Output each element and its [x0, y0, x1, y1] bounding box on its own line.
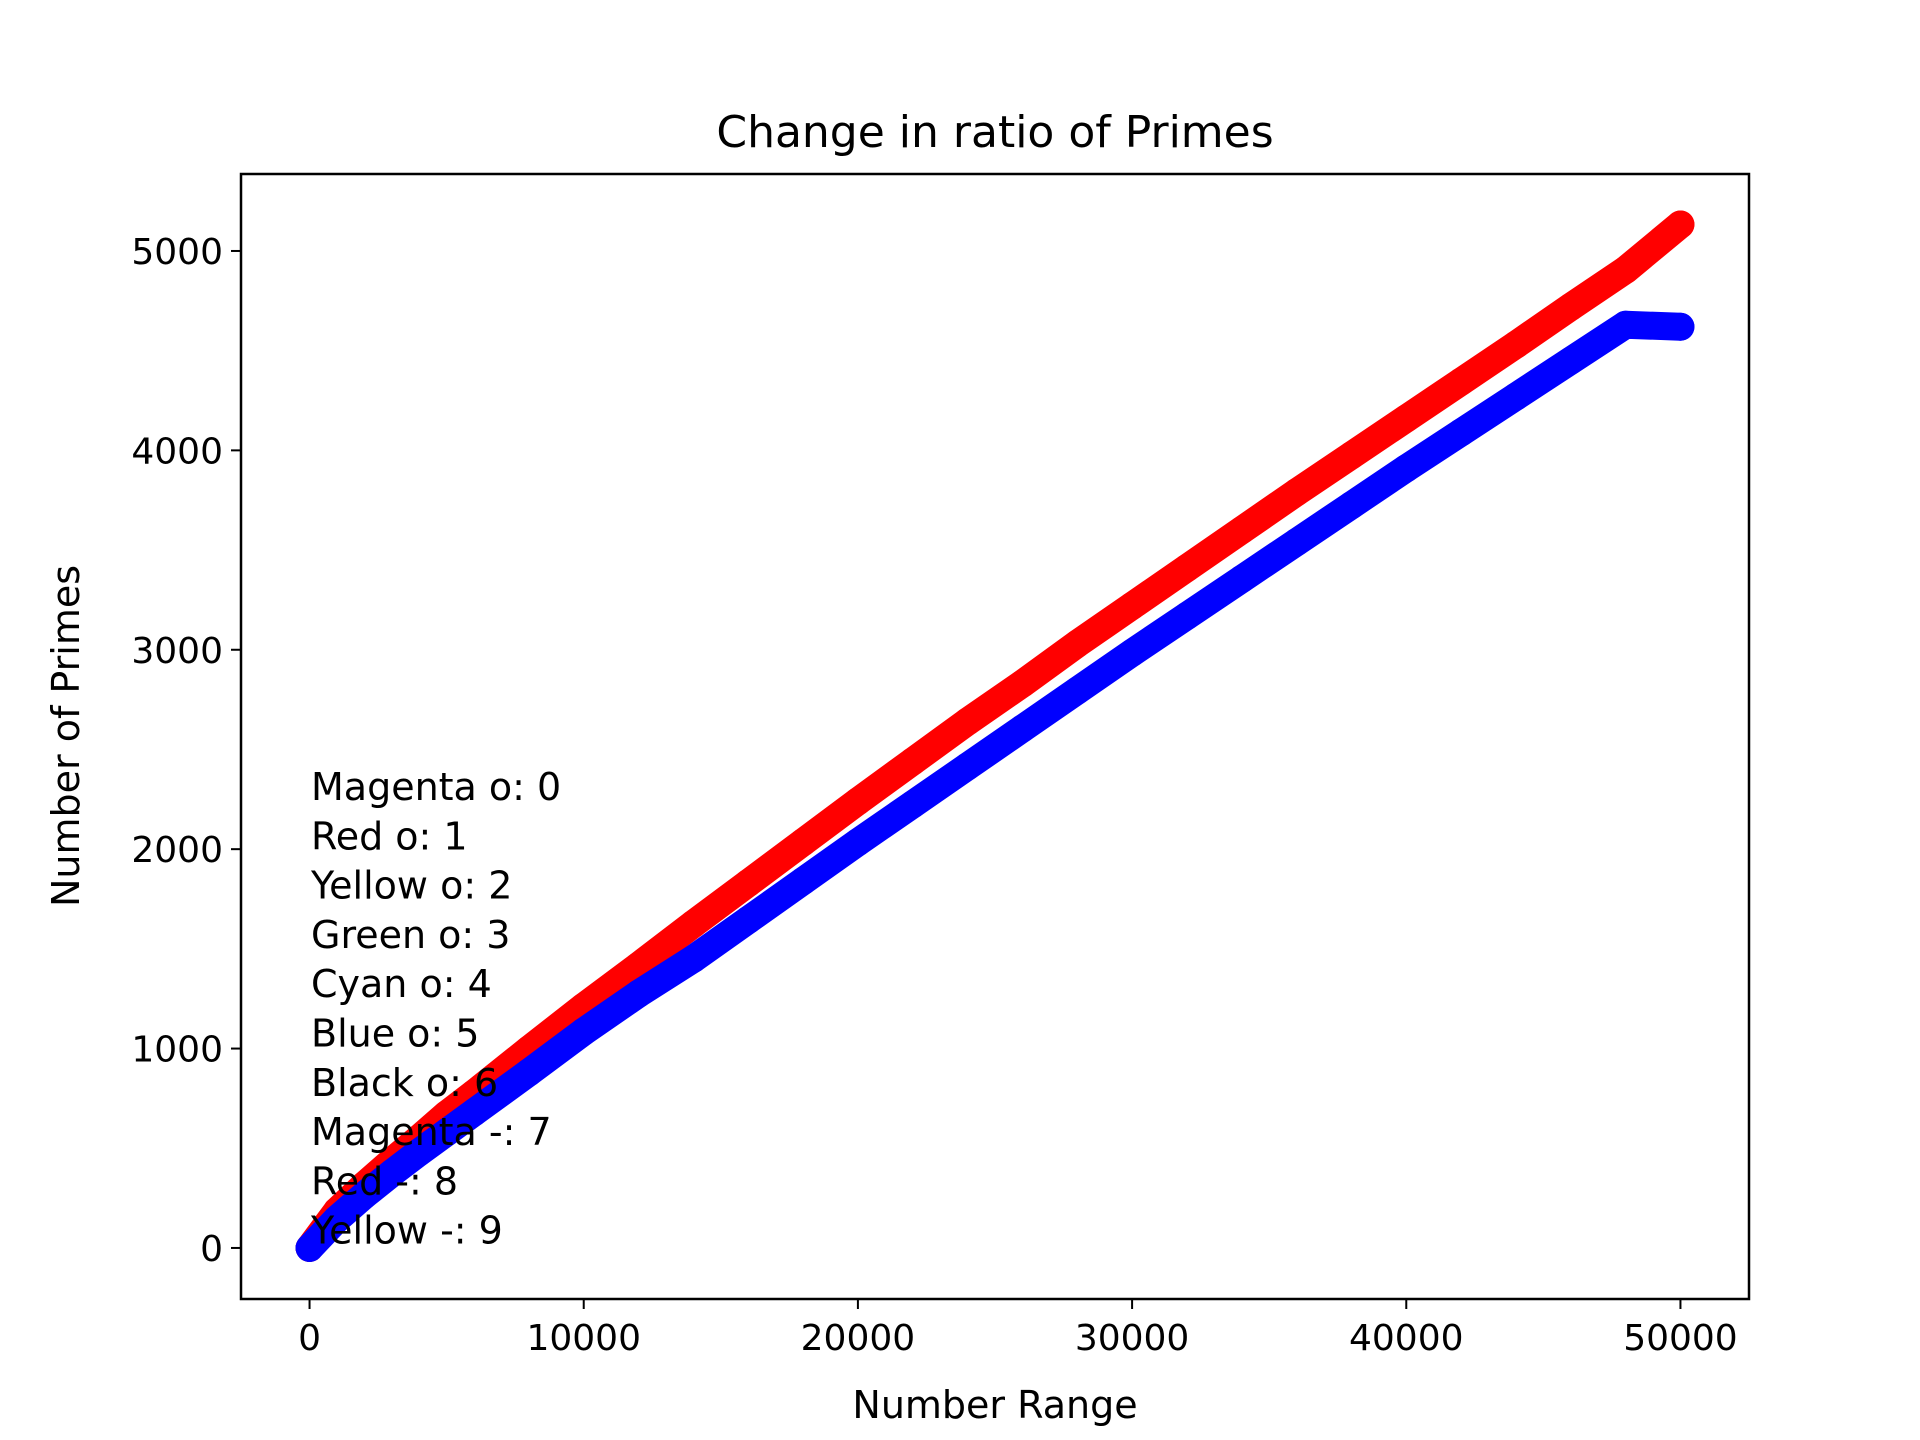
x-tick-label: 10000	[526, 1318, 641, 1359]
y-tick-label: 1000	[131, 1030, 223, 1071]
annotation-line: Blue o: 5	[311, 1012, 479, 1056]
annotation-line: Green o: 3	[311, 913, 510, 957]
y-tick-label: 0	[200, 1229, 223, 1270]
series-0-point	[1172, 554, 1201, 583]
series-0-point	[1447, 367, 1476, 396]
series-1	[295, 310, 1695, 1262]
x-axis: 0 10000 20000 30000 40000 50000	[298, 1299, 1738, 1359]
x-tick-label: 50000	[1623, 1318, 1738, 1359]
chart-marks	[295, 210, 1695, 1262]
series-1-point	[898, 790, 927, 819]
series-1-point	[1666, 312, 1695, 341]
x-axis-label: Number Range	[852, 1383, 1137, 1427]
series-1-point	[1447, 418, 1476, 447]
series-0-point	[1337, 441, 1366, 470]
x-tick-label: 20000	[801, 1318, 916, 1359]
series-1-point	[1501, 382, 1530, 411]
annotation-line: Yellow o: 2	[310, 864, 512, 908]
series-1-point	[679, 944, 708, 973]
series-1-point	[350, 1181, 379, 1210]
y-tick-label: 3000	[131, 631, 223, 672]
series-1-point	[843, 828, 872, 857]
series-1-point	[1337, 491, 1366, 520]
series-1-point	[1118, 638, 1147, 667]
annotation-list: Magenta o: 0 Red o: 1 Yellow o: 2 Green o: …	[310, 765, 561, 1253]
series-1-point	[624, 979, 653, 1008]
annotation-line: Magenta o: 0	[311, 765, 561, 809]
annotation-line: Magenta -: 7	[311, 1110, 552, 1154]
annotation-line: Cyan o: 4	[311, 962, 492, 1006]
series-1-point	[1282, 528, 1311, 557]
series-0-point	[1392, 404, 1421, 433]
series-1-point	[569, 1017, 598, 1046]
series-1-point	[405, 1138, 434, 1167]
series-1-point	[514, 1058, 543, 1087]
series-1-point	[295, 1233, 324, 1262]
series-1-point	[377, 1159, 406, 1188]
annotation-line: Red -: 8	[311, 1159, 458, 1203]
series-0-point	[1282, 478, 1311, 507]
x-tick-label: 40000	[1349, 1318, 1464, 1359]
series-0-point	[953, 707, 982, 736]
series-1-point	[734, 905, 763, 934]
annotation-line: Yellow -: 9	[310, 1209, 503, 1253]
y-tick-label: 5000	[131, 232, 223, 273]
series-1-point	[1392, 454, 1421, 483]
series-1-point	[1008, 714, 1037, 743]
series-0-point	[1063, 629, 1092, 658]
series-0-point	[679, 909, 708, 938]
annotation-line: Black o: 6	[311, 1061, 498, 1105]
series-0-point	[843, 787, 872, 816]
chart-title: Change in ratio of Primes	[716, 107, 1273, 158]
y-tick-label: 4000	[131, 431, 223, 472]
y-axis-label: Number of Primes	[44, 565, 88, 907]
series-0-point	[734, 869, 763, 898]
plot-frame	[239, 172, 1751, 1301]
series-0-point	[898, 747, 927, 776]
x-tick-label: 30000	[1075, 1318, 1190, 1359]
series-0-point	[1227, 516, 1256, 545]
series-1-point	[1063, 676, 1092, 705]
series-1-point	[322, 1205, 351, 1234]
series-1-point	[1172, 601, 1201, 630]
annotation-line: Red o: 1	[311, 814, 468, 858]
series-1-point	[1556, 346, 1585, 375]
series-0-point	[1501, 330, 1530, 359]
y-tick-label: 2000	[131, 830, 223, 871]
series-0-point	[789, 828, 818, 857]
series-1-point	[789, 867, 818, 896]
series-1-point	[460, 1098, 489, 1127]
series-0-point	[1556, 292, 1585, 321]
y-axis: 0 1000 2000 3000 4000 5000	[131, 232, 241, 1270]
series-1-point	[1227, 564, 1256, 593]
series-0-point	[1666, 210, 1695, 239]
series-0-point	[1611, 255, 1640, 284]
series-0-point	[1118, 591, 1147, 620]
series-1-point	[1611, 310, 1640, 339]
series-1-point	[953, 752, 982, 781]
x-tick-label: 0	[298, 1318, 321, 1359]
series-0-point	[1008, 669, 1037, 698]
series-1-point	[432, 1118, 461, 1147]
